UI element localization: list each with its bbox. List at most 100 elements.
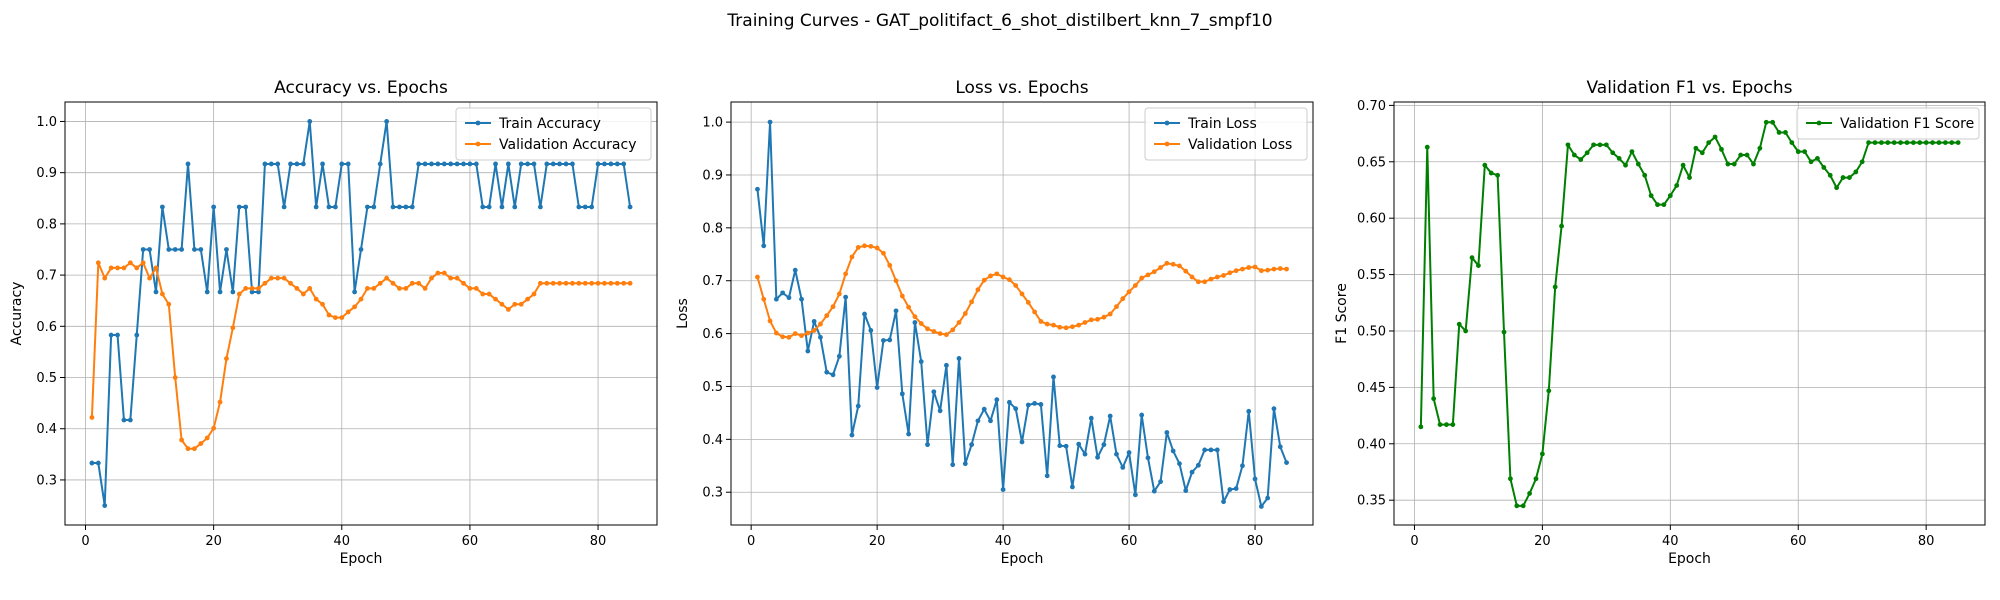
data-point <box>275 161 281 167</box>
data-point <box>127 260 133 266</box>
data-point <box>811 319 817 324</box>
data-point <box>887 337 893 343</box>
data-point <box>1463 328 1469 334</box>
data-point <box>1051 322 1056 328</box>
data-point <box>1088 415 1094 421</box>
y-tick-label: 0.65 <box>1357 155 1386 170</box>
data-point <box>1693 145 1699 151</box>
data-point <box>899 391 905 397</box>
legend-swatch-marker <box>1164 120 1170 126</box>
y-tick-label: 0.55 <box>1357 268 1386 283</box>
data-point <box>918 321 924 326</box>
data-point <box>944 332 949 338</box>
data-point <box>1126 289 1132 295</box>
data-point <box>1476 263 1481 268</box>
data-point <box>1725 161 1731 167</box>
data-point <box>1565 142 1571 148</box>
data-point <box>1571 152 1577 158</box>
data-point <box>115 265 120 271</box>
legend-label: Validation F1 Score <box>1840 116 1974 132</box>
panel-2-y-axis-label: Loss <box>675 298 691 329</box>
data-point <box>217 289 223 295</box>
data-point <box>1177 461 1182 467</box>
data-point <box>570 161 575 167</box>
data-point <box>320 301 325 307</box>
data-point <box>1802 149 1808 155</box>
data-point <box>531 161 537 167</box>
data-point <box>1246 265 1252 270</box>
data-point <box>1227 270 1233 276</box>
data-point <box>1145 455 1151 461</box>
panel-2-title: Loss vs. Epochs <box>955 78 1088 98</box>
data-point <box>1559 223 1564 229</box>
data-point <box>1170 261 1176 267</box>
x-tick-label: 40 <box>334 534 351 549</box>
data-point <box>1202 447 1208 453</box>
data-point <box>1195 279 1201 285</box>
data-point <box>912 314 918 320</box>
data-point <box>786 295 792 301</box>
data-point <box>326 204 332 210</box>
data-point <box>1546 388 1552 394</box>
data-point <box>95 460 101 466</box>
data-point <box>786 334 792 340</box>
data-point <box>1635 161 1641 167</box>
data-point <box>824 313 830 319</box>
series-validation-loss <box>755 243 1289 340</box>
data-point <box>792 267 798 273</box>
data-point <box>818 334 823 340</box>
data-point <box>505 161 511 167</box>
data-point <box>1552 284 1558 290</box>
data-point <box>352 304 357 310</box>
data-point <box>409 204 415 210</box>
x-tick-label: 80 <box>1918 534 1935 549</box>
data-point <box>198 441 204 446</box>
data-point <box>1227 487 1233 492</box>
data-point <box>557 280 563 286</box>
data-point <box>1501 329 1507 335</box>
panel-3-y-axis-label: F1 Score <box>1334 283 1350 344</box>
data-point <box>862 311 867 317</box>
data-point <box>179 247 185 252</box>
data-point <box>1233 268 1239 274</box>
data-point <box>824 369 830 375</box>
data-point <box>981 406 987 412</box>
data-point <box>1007 277 1012 283</box>
data-point <box>1738 152 1744 158</box>
data-point <box>256 289 261 295</box>
data-point <box>595 280 601 286</box>
data-point <box>544 161 550 167</box>
data-point <box>1751 161 1756 167</box>
y-tick-label: 0.3 <box>702 486 723 501</box>
data-point <box>1866 140 1871 146</box>
data-point <box>326 312 332 318</box>
data-point <box>1132 283 1138 288</box>
data-point <box>140 247 146 252</box>
data-point <box>281 204 287 210</box>
x-tick-label: 20 <box>205 534 222 549</box>
data-point <box>544 280 550 286</box>
data-point <box>1007 399 1012 405</box>
data-point <box>855 245 861 250</box>
panel-3-title: Validation F1 vs. Epochs <box>1587 78 1793 98</box>
data-point <box>108 332 114 338</box>
data-point <box>881 338 886 343</box>
data-point <box>403 204 409 210</box>
data-point <box>582 204 588 210</box>
data-point <box>1527 491 1532 496</box>
data-point <box>1603 142 1609 148</box>
data-point <box>1208 276 1214 282</box>
data-point <box>925 442 930 448</box>
data-point <box>1795 149 1801 155</box>
y-tick-label: 1.0 <box>702 116 723 131</box>
x-tick-label: 20 <box>869 534 886 549</box>
data-point <box>134 265 140 271</box>
data-point <box>1763 119 1769 125</box>
series-train-accuracy <box>89 119 633 508</box>
data-point <box>1044 473 1050 479</box>
data-point <box>467 286 473 291</box>
data-point <box>134 332 140 338</box>
x-tick-label: 60 <box>1790 534 1807 549</box>
data-point <box>868 328 874 333</box>
